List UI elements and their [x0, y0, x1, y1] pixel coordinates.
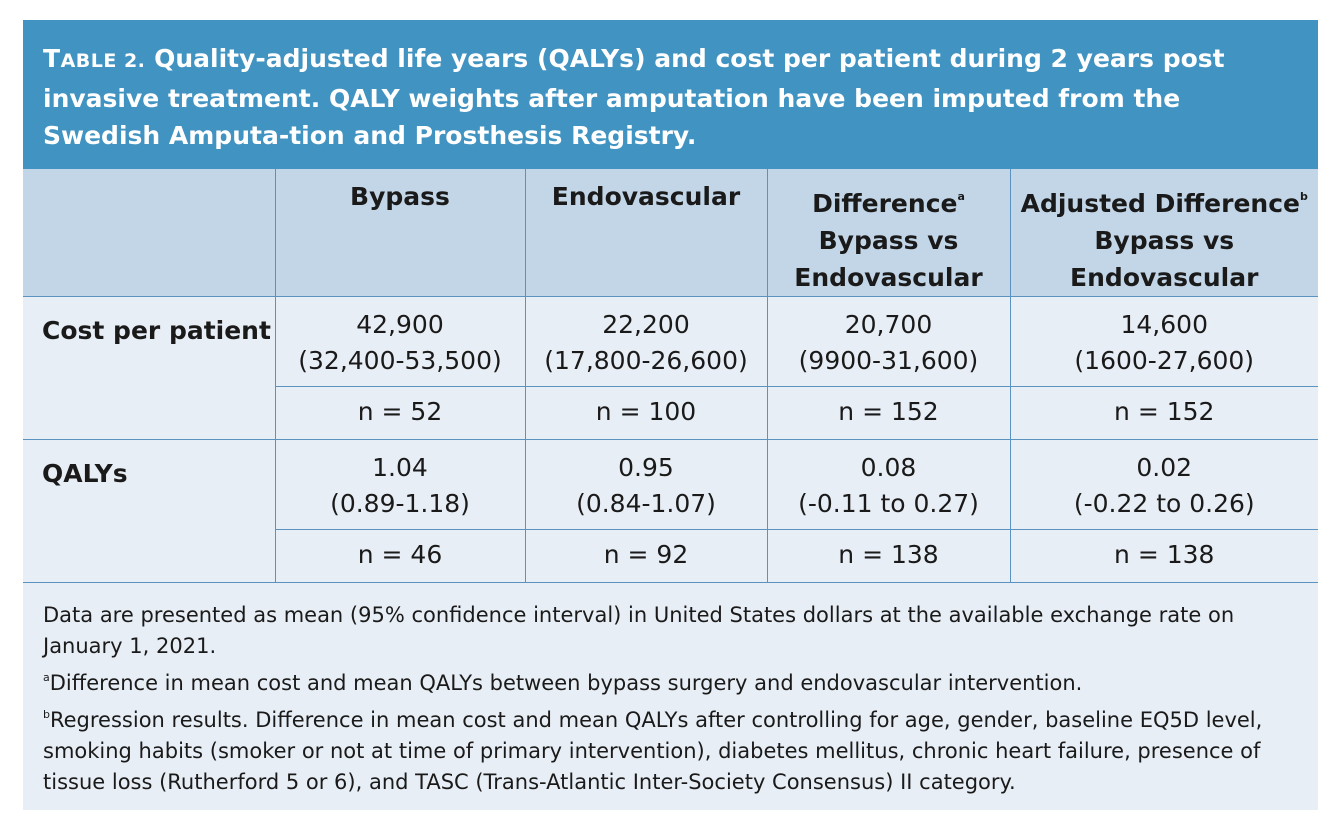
table-row: QALYs 1.04 (0.89-1.18) 0.95 (0.84-1.07) 0.…: [23, 439, 1318, 583]
table-row: n = 46 n = 92 n = 138 n = 138: [23, 529, 1318, 583]
header-row: Bypass Endovascular Differencea Bypass v…: [23, 169, 1318, 297]
footnote-main: Data are presented as mean (95% confiden…: [43, 603, 1235, 658]
cell-sample-size: n = 138: [766, 529, 1011, 583]
footnote-b: bRegression results. Difference in mean …: [43, 708, 1263, 794]
col-header-adjusted-difference: Adjusted Differenceb Bypass vs Endovascu…: [1009, 169, 1318, 297]
cell-sample-size: n = 52: [275, 386, 526, 440]
col-header-bypass: Bypass: [274, 169, 526, 297]
cell-sample-size: n = 152: [766, 386, 1011, 440]
header-corner: [23, 169, 276, 297]
cell-sample-size: n = 46: [275, 529, 526, 583]
cell-value: 14,600 (1600-27,600): [1009, 296, 1318, 387]
table-footnotes: Data are presented as mean (95% confiden…: [43, 600, 1303, 798]
cell-value: 0.02 (-0.22 to 0.26): [1009, 439, 1318, 530]
cell-sample-size: n = 138: [1009, 529, 1318, 583]
cell-value: 20,700 (9900-31,600): [766, 296, 1011, 387]
cell-sample-size: n = 100: [524, 386, 768, 440]
cell-value: 1.04 (0.89-1.18): [274, 439, 526, 530]
col-header-difference: Differencea Bypass vs Endovascular: [766, 169, 1011, 297]
row-label-qalys: QALYs: [23, 439, 276, 583]
table-number: TABLE 2.: [43, 44, 146, 73]
row-label-cost: Cost per patient: [23, 296, 276, 440]
cell-sample-size: n = 152: [1009, 386, 1318, 440]
data-table: Bypass Endovascular Differencea Bypass v…: [23, 169, 1318, 583]
table-row: n = 52 n = 100 n = 152 n = 152: [23, 386, 1318, 440]
cell-sample-size: n = 92: [524, 529, 768, 583]
table-row: Cost per patient 42,900 (32,400-53,500) 2…: [23, 296, 1318, 440]
cell-value: 0.95 (0.84-1.07): [524, 439, 768, 530]
cell-value: 22,200 (17,800-26,600): [524, 296, 768, 387]
table-frame: TABLE 2. Quality-adjusted life years (QA…: [23, 20, 1318, 810]
cell-value: 0.08 (-0.11 to 0.27): [766, 439, 1011, 530]
table-caption: TABLE 2. Quality-adjusted life years (QA…: [23, 20, 1318, 169]
table-title: Quality-adjusted life years (QALYs) and …: [43, 44, 1225, 150]
col-header-endovascular: Endovascular: [524, 169, 768, 297]
footnote-a: aDifference in mean cost and mean QALYs …: [43, 671, 1083, 695]
cell-value: 42,900 (32,400-53,500): [274, 296, 526, 387]
